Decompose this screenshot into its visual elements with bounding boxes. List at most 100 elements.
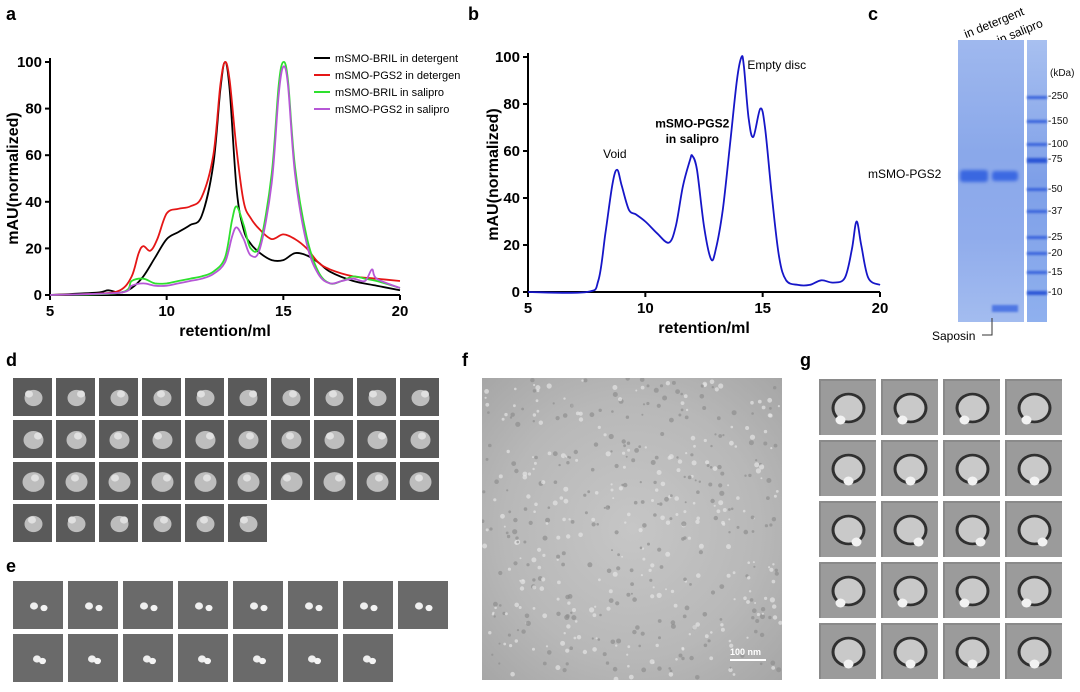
micrograph-speck (639, 481, 642, 484)
class-average-image (409, 472, 432, 492)
class-average-tile (818, 378, 877, 436)
micrograph-speck (519, 586, 525, 591)
marker-band (1027, 158, 1047, 163)
micrograph-speck (534, 455, 538, 460)
micrograph-speck (744, 474, 747, 477)
micrograph-speck (506, 534, 511, 539)
micrograph-speck (603, 433, 607, 437)
micrograph-speck (503, 525, 506, 528)
micrograph-speck (684, 501, 687, 504)
class-average-tile (818, 622, 877, 680)
micrograph-speck (615, 601, 620, 606)
class-average-image (323, 472, 346, 492)
micrograph-speck (573, 449, 578, 455)
micrograph-speck (656, 592, 662, 598)
micrograph-speck (591, 637, 594, 640)
micrograph-speck (532, 467, 535, 471)
micrograph-speck (639, 546, 643, 550)
class-average-image (239, 515, 258, 533)
class-average-tile (55, 503, 96, 543)
micrograph-speck (627, 512, 631, 517)
micrograph-speck (687, 536, 691, 540)
micrograph-speck (627, 664, 630, 668)
micrograph-speck (771, 666, 776, 670)
class-average-image (33, 655, 46, 665)
micrograph-speck (764, 524, 768, 528)
micrograph-speck (670, 623, 676, 629)
micrograph-speck (776, 667, 782, 673)
micrograph-speck (695, 519, 700, 524)
particle (913, 537, 924, 547)
micrograph-speck (587, 490, 591, 494)
micrograph-speck (602, 652, 607, 657)
micrograph-speck (728, 667, 733, 673)
gel-sample-lanes (958, 40, 1024, 322)
micrograph-speck (523, 540, 527, 544)
class-average-tile (1004, 561, 1063, 619)
micrograph-speck (610, 483, 613, 486)
particle (150, 604, 158, 612)
micrograph-speck (664, 496, 669, 502)
micrograph-speck (514, 602, 519, 608)
particle (834, 578, 863, 604)
x-tick-label: 15 (275, 303, 292, 320)
class-average-image (821, 503, 876, 557)
micrograph-speck (641, 667, 647, 673)
class-average-image (153, 389, 172, 407)
class-average-tile (12, 503, 53, 543)
micrograph-speck (763, 429, 768, 434)
class-average-image (324, 431, 345, 449)
gel-panel: in detergent in salipro (kDa) -250 -150 … (868, 4, 1080, 345)
micrograph-speck (768, 615, 772, 620)
x-axis-label: retention/ml (658, 320, 750, 337)
panel-label-f: f (462, 350, 468, 370)
particle (329, 390, 337, 398)
micrograph-speck (665, 551, 671, 557)
micrograph-speck (669, 517, 673, 521)
micrograph-speck (722, 434, 725, 437)
micrograph-speck (507, 567, 511, 571)
micrograph-speck (769, 597, 775, 603)
micrograph-speck (713, 515, 718, 521)
micrograph-speck (565, 614, 570, 619)
particle (314, 657, 321, 665)
micrograph-speck (642, 403, 646, 406)
class-average-image (821, 625, 876, 679)
micrograph-speck (716, 509, 721, 514)
micrograph-speck (617, 553, 620, 557)
micrograph-speck (614, 530, 619, 535)
class-average-image (366, 472, 389, 492)
micrograph-speck (732, 571, 736, 575)
micrograph-speck (565, 648, 570, 653)
micrograph-speck (763, 441, 768, 446)
micrograph-speck (597, 638, 601, 641)
micrograph-speck (545, 645, 549, 648)
particle (1020, 395, 1049, 421)
class-average-tile (1004, 500, 1063, 558)
micrograph-speck (499, 604, 502, 607)
micrograph-speck (736, 496, 740, 500)
micrograph-speck (576, 635, 582, 640)
y-tick-label: 0 (512, 284, 520, 301)
micrograph-speck (703, 438, 707, 443)
micrograph-speck (717, 464, 722, 470)
micrograph-speck (749, 434, 756, 440)
class-average-tile (942, 561, 1001, 619)
class-average-tile (1004, 378, 1063, 436)
class-average-tile (12, 377, 53, 417)
particle (834, 639, 863, 665)
micrograph-speck (485, 528, 489, 532)
micrograph-speck (696, 516, 700, 521)
micrograph-speck (578, 417, 584, 422)
particle (843, 659, 854, 669)
particle (967, 476, 978, 486)
micrograph-speck (547, 451, 552, 456)
class-average-image (88, 655, 101, 665)
peak-annotation: mSMO-PGS2 (655, 117, 729, 131)
micrograph-speck (754, 602, 757, 604)
micrograph-speck (510, 671, 515, 677)
class-average-image (945, 442, 1000, 496)
micrograph-speck (747, 561, 750, 564)
particle (843, 476, 854, 486)
micrograph-speck (498, 662, 501, 665)
